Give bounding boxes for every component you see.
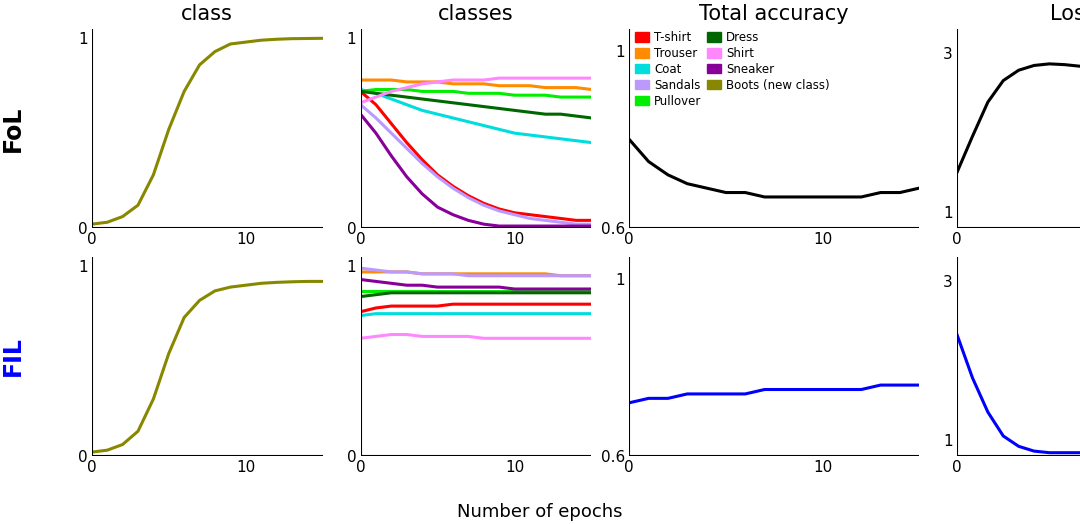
Text: FoL: FoL xyxy=(1,105,25,151)
Title: Recall old
classes: Recall old classes xyxy=(426,0,526,25)
Text: Number of epochs: Number of epochs xyxy=(457,504,623,521)
Title: Total accuracy: Total accuracy xyxy=(700,5,849,25)
Legend: T-shirt, Trouser, Coat, Sandals, Pullover, Dress, Shirt, Sneaker, Boots (new cla: T-shirt, Trouser, Coat, Sandals, Pullove… xyxy=(635,31,829,107)
Title: Loss: Loss xyxy=(1050,5,1080,25)
Text: FIL: FIL xyxy=(1,336,25,376)
Title: Recall new
class: Recall new class xyxy=(151,0,264,25)
